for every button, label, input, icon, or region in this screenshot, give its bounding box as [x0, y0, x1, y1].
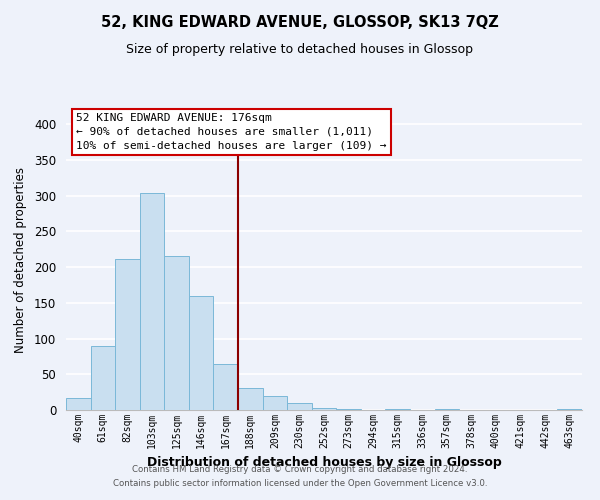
Text: Size of property relative to detached houses in Glossop: Size of property relative to detached ho…: [127, 42, 473, 56]
Bar: [238, 388, 263, 410]
Bar: [140, 193, 164, 410]
Bar: [214, 364, 238, 410]
Text: Contains HM Land Registry data © Crown copyright and database right 2024.
Contai: Contains HM Land Registry data © Crown c…: [113, 466, 487, 487]
Text: 52, KING EDWARD AVENUE, GLOSSOP, SK13 7QZ: 52, KING EDWARD AVENUE, GLOSSOP, SK13 7Q…: [101, 15, 499, 30]
X-axis label: Distribution of detached houses by size in Glossop: Distribution of detached houses by size …: [146, 456, 502, 469]
Text: 52 KING EDWARD AVENUE: 176sqm
← 90% of detached houses are smaller (1,011)
10% o: 52 KING EDWARD AVENUE: 176sqm ← 90% of d…: [76, 113, 387, 151]
Bar: [263, 396, 287, 410]
Bar: [189, 296, 214, 410]
Bar: [91, 346, 115, 410]
Bar: [164, 256, 189, 410]
Bar: [115, 260, 140, 410]
Bar: [287, 403, 312, 410]
Bar: [312, 408, 336, 410]
Y-axis label: Number of detached properties: Number of detached properties: [14, 167, 27, 353]
Bar: [385, 408, 410, 410]
Bar: [557, 408, 582, 410]
Bar: [66, 398, 91, 410]
